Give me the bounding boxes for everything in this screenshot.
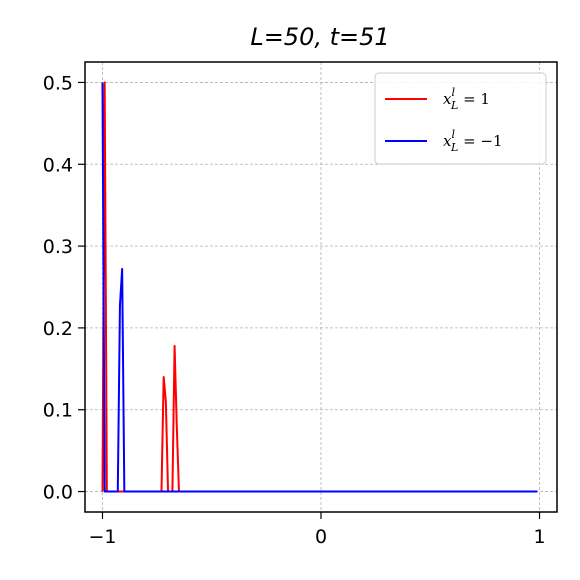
y-tick-label: 0.0 [43,482,73,504]
legend-sub: L [450,141,458,154]
legend-sub: L [450,99,458,112]
legend: xl L = 1xl L = −1 [374,72,547,165]
legend-rest: = −1 [458,132,502,150]
series-line-1 [101,82,538,493]
chart-title: L=50, t=51 [250,23,389,51]
y-tick-label: 0.1 [43,400,73,422]
legend-box [374,72,547,165]
legend-sup: l [451,128,455,141]
legend-label-0: xl L = 1 [443,86,490,112]
legend-sup: l [451,86,455,99]
y-tick-label: 0.2 [43,318,73,340]
x-axis-ticks: −1 0 1 [88,512,546,548]
legend-rest: = 1 [458,90,490,108]
legend-label-1: xl L = −1 [443,128,503,154]
y-tick-label: 0.5 [43,72,73,94]
y-tick-label: 0.3 [43,236,73,258]
x-tick-label: 0 [315,526,327,548]
x-tick-label: 1 [533,526,545,548]
y-axis-ticks: 0.0 0.1 0.2 0.3 0.4 0.5 [43,72,85,504]
series-lines [101,81,538,493]
legend-var: x [443,132,452,150]
x-tick-label: −1 [88,526,116,548]
y-tick-label: 0.4 [43,154,73,176]
legend-var: x [443,90,452,108]
